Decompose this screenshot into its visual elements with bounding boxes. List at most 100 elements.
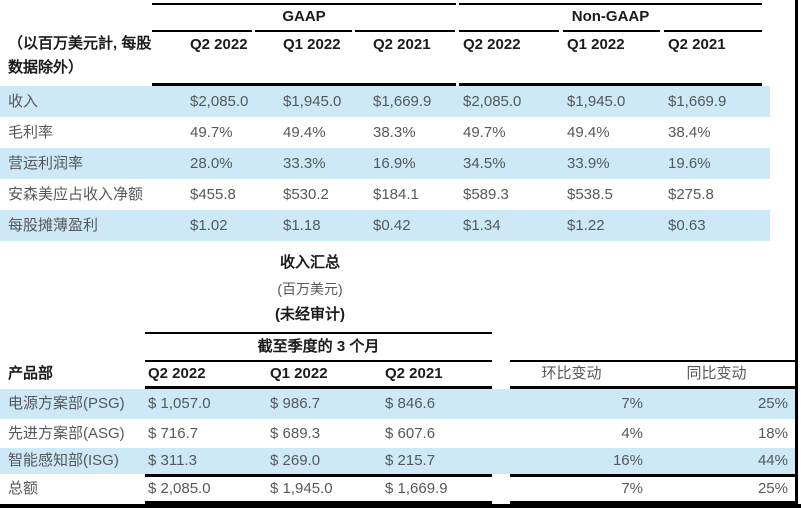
column-header-yoy-change: 同比变动 bbox=[686, 365, 747, 382]
cell: 44% bbox=[757, 452, 788, 469]
total-top-rule-left bbox=[145, 474, 492, 477]
gaap-underline-seg2 bbox=[255, 30, 352, 32]
cell: $ 1,057.0 bbox=[148, 395, 211, 412]
row-label: 先进方案部(ASG) bbox=[8, 425, 125, 442]
table-row-operating-margin: 营运利润率 28.0% 33.3% 16.9% 34.5% 33.9% 19.6… bbox=[0, 148, 770, 179]
cell: $ 1,945.0 bbox=[270, 480, 333, 497]
table-row-psg: 电源方案部(PSG) $ 1,057.0 $ 986.7 $ 846.6 7% … bbox=[0, 389, 795, 419]
gaap-underline-seg3 bbox=[355, 30, 455, 32]
cell: $ 311.3 bbox=[148, 452, 197, 469]
nongaap-group-header: Non-GAAP bbox=[571, 8, 650, 25]
cell: 49.7% bbox=[463, 124, 506, 141]
cell: $1,669.9 bbox=[668, 93, 727, 110]
gaap-underline-seg1 bbox=[152, 30, 252, 32]
cell: $1,669.9 bbox=[373, 93, 432, 110]
cell: $530.2 bbox=[283, 186, 329, 203]
cell: 33.3% bbox=[283, 155, 326, 172]
row-label: 毛利率 bbox=[8, 124, 54, 141]
cell: 33.9% bbox=[567, 155, 610, 172]
cell: 16.9% bbox=[373, 155, 416, 172]
cell: 38.3% bbox=[373, 124, 416, 141]
cell: $ 689.3 bbox=[270, 425, 321, 442]
cell: $589.3 bbox=[463, 186, 509, 203]
row-label: 收入 bbox=[8, 93, 39, 110]
cell: 28.0% bbox=[190, 155, 233, 172]
cell: 49.4% bbox=[283, 124, 326, 141]
revenue-summary-unaudited: (未经审计) bbox=[275, 306, 345, 323]
cell: 38.4% bbox=[668, 124, 711, 141]
nongaap-header-bottom-rule bbox=[459, 83, 762, 86]
gaap-header-bottom-rule bbox=[152, 83, 456, 86]
column-header-qoq-change: 环比变动 bbox=[541, 365, 602, 382]
period-header-bottom-rule bbox=[145, 360, 492, 362]
cell: 7% bbox=[621, 480, 643, 497]
column-header-q2-2022: Q2 2022 bbox=[148, 365, 206, 382]
cell: 25% bbox=[757, 480, 788, 497]
cell: 7% bbox=[621, 395, 643, 412]
row-label: 安森美应占收入净额 bbox=[8, 186, 144, 203]
cell: $1.02 bbox=[190, 217, 228, 234]
cell: 18% bbox=[757, 425, 788, 442]
revenue-summary-title: 收入汇总 bbox=[279, 254, 340, 271]
cell: $ 1,669.9 bbox=[385, 480, 448, 497]
nongaap-underline-seg3 bbox=[664, 30, 762, 32]
row-label: 总额 bbox=[8, 480, 39, 497]
cell: $1,945.0 bbox=[283, 93, 342, 110]
column-header-gaap-q1-2022: Q1 2022 bbox=[283, 36, 341, 53]
table-row-revenue: 收入 $2,085.0 $1,945.0 $1,669.9 $2,085.0 $… bbox=[0, 86, 770, 117]
cell: 49.4% bbox=[567, 124, 610, 141]
cell: 25% bbox=[757, 395, 788, 412]
cell: $ 607.6 bbox=[385, 425, 436, 442]
cell: $ 846.6 bbox=[385, 395, 436, 412]
period-header: 截至季度的 3 个月 bbox=[257, 338, 380, 355]
cell: $1,945.0 bbox=[567, 93, 626, 110]
column-header-q2-2021: Q2 2021 bbox=[385, 365, 443, 382]
table-row-diluted-eps: 每股摊薄盈利 $1.02 $1.18 $0.42 $1.34 $1.22 $0.… bbox=[0, 210, 770, 241]
cell: $ 716.7 bbox=[148, 425, 199, 442]
cell: $0.63 bbox=[668, 217, 706, 234]
column-header-nongaap-q2-2022: Q2 2022 bbox=[463, 36, 521, 53]
cell: $ 215.7 bbox=[385, 452, 436, 469]
nongaap-underline-seg2 bbox=[563, 30, 660, 32]
product-group-header: 产品部 bbox=[8, 365, 54, 382]
cell: $538.5 bbox=[567, 186, 613, 203]
table-row-total: 总额 $ 2,085.0 $ 1,945.0 $ 1,669.9 7% 25% bbox=[0, 477, 795, 501]
row-label: 电源方案部(PSG) bbox=[8, 395, 125, 412]
change-header-top-rule bbox=[510, 360, 795, 362]
table-row-net-income: 安森美应占收入净额 $455.8 $530.2 $184.1 $589.3 $5… bbox=[0, 179, 770, 210]
cell: $ 269.0 bbox=[270, 452, 321, 469]
gaap-top-rule bbox=[152, 3, 456, 5]
cell: 34.5% bbox=[463, 155, 506, 172]
column-header-q1-2022: Q1 2022 bbox=[270, 365, 328, 382]
nongaap-underline-seg1 bbox=[459, 30, 559, 32]
cell: $ 2,085.0 bbox=[148, 480, 211, 497]
units-note-line1: （以百万美元計, 每股 bbox=[8, 35, 152, 52]
cell: $1.22 bbox=[567, 217, 605, 234]
page-bottom-border bbox=[0, 504, 801, 508]
period-header-top-rule bbox=[145, 332, 492, 334]
column-header-nongaap-q1-2022: Q1 2022 bbox=[567, 36, 625, 53]
page-right-border bbox=[795, 0, 798, 508]
cell: 49.7% bbox=[190, 124, 233, 141]
row-label: 每股摊薄盈利 bbox=[8, 217, 99, 234]
cell: 4% bbox=[621, 425, 643, 442]
column-header-gaap-q2-2021: Q2 2021 bbox=[373, 36, 431, 53]
column-header-nongaap-q2-2021: Q2 2021 bbox=[668, 36, 726, 53]
total-bottom-rule-left bbox=[145, 501, 492, 504]
revenue-summary-units: (百万美元) bbox=[277, 281, 343, 297]
cell: $275.8 bbox=[668, 186, 714, 203]
total-bottom-rule-right bbox=[510, 501, 795, 504]
cell: $455.8 bbox=[190, 186, 236, 203]
gaap-group-header: GAAP bbox=[282, 8, 326, 25]
table-row-asg: 先进方案部(ASG) $ 716.7 $ 689.3 $ 607.6 4% 18… bbox=[0, 419, 795, 448]
units-note-line2: 数据除外） bbox=[8, 59, 84, 76]
total-top-rule-right bbox=[510, 474, 795, 477]
column-header-gaap-q2-2022: Q2 2022 bbox=[190, 36, 248, 53]
quarters-header-bottom-rule bbox=[145, 386, 492, 389]
nongaap-top-rule bbox=[459, 3, 762, 5]
cell: 19.6% bbox=[668, 155, 711, 172]
change-header-bottom-rule bbox=[510, 386, 795, 389]
row-label: 智能感知部(ISG) bbox=[8, 452, 119, 469]
cell: $1.34 bbox=[463, 217, 501, 234]
